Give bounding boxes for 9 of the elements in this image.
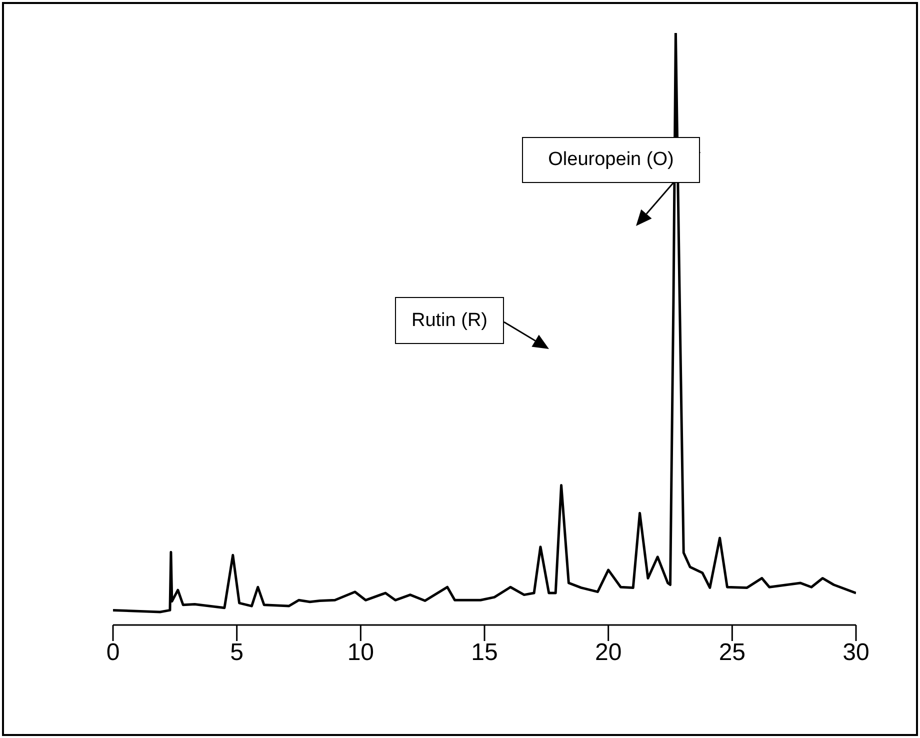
annotation: Rutin (R) bbox=[395, 297, 504, 344]
x-tick-label: 25 bbox=[718, 639, 746, 666]
x-tick-label: 5 bbox=[230, 639, 244, 666]
annotation: Oleuropein (O) bbox=[522, 137, 700, 183]
x-tick-label: 10 bbox=[347, 639, 374, 666]
x-tick-label: 30 bbox=[842, 639, 870, 666]
x-tick-label: 0 bbox=[106, 639, 120, 666]
x-tick-label: 15 bbox=[471, 639, 498, 666]
x-tick-label: 20 bbox=[594, 639, 622, 666]
